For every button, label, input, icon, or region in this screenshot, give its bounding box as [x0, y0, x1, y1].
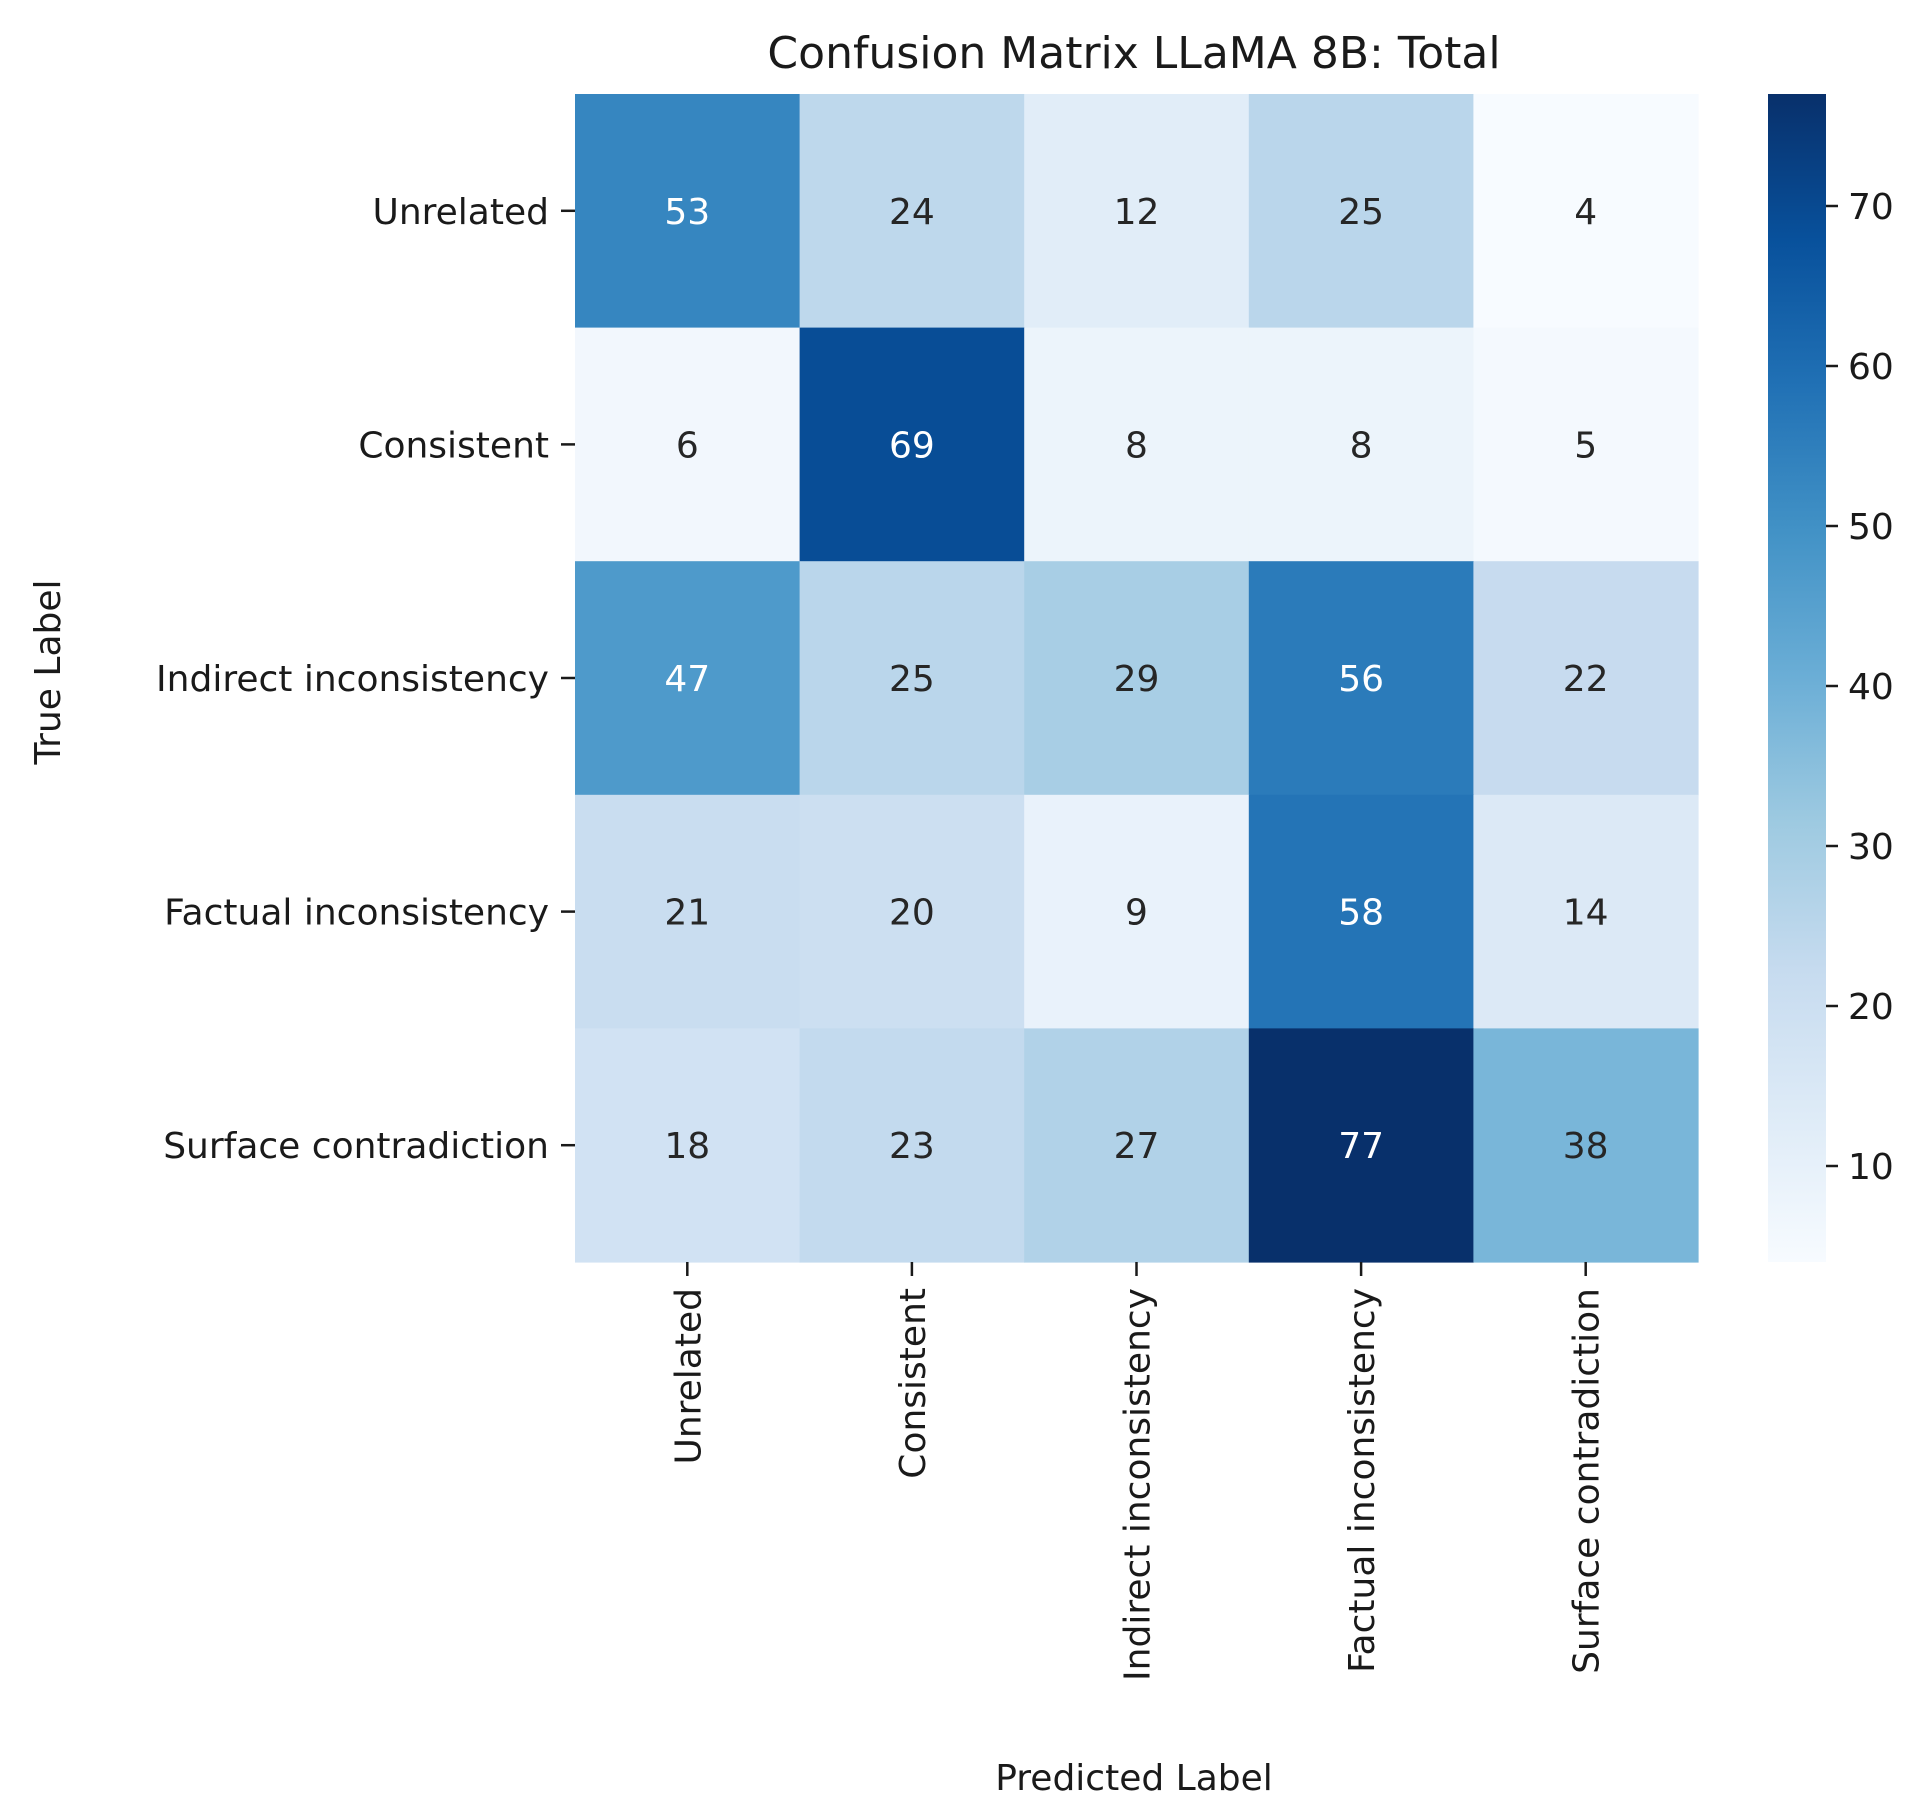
cell-value-label: 4 — [1574, 192, 1597, 233]
heatmap-cell-r4-c4 — [1473, 1028, 1699, 1263]
heatmap-cell-r2-c2 — [1024, 561, 1250, 796]
heatmap-cell-r4-c2 — [1024, 1028, 1250, 1263]
cell-value-label: 8 — [1350, 425, 1373, 466]
heatmap-cell-r0-c4 — [1473, 94, 1699, 329]
cell-value-label: 25 — [1338, 192, 1384, 233]
cell-value-label: 25 — [889, 659, 935, 700]
cell-value-label: 21 — [664, 893, 710, 934]
cell-value-label: 5 — [1574, 425, 1597, 466]
cell-value-label: 53 — [664, 192, 710, 233]
heatmap-cell-r0-c0 — [575, 94, 801, 329]
x-axis-label: Predicted Label — [995, 1758, 1273, 1799]
y-tick-label: Surface contradiction — [163, 1126, 549, 1167]
cell-value-label: 69 — [889, 425, 935, 466]
heatmap-cell-r2-c3 — [1248, 561, 1474, 796]
x-tick-label: Indirect inconsistency — [1118, 1288, 1159, 1681]
cell-value-label: 23 — [889, 1126, 935, 1167]
y-tick-label: Factual inconsistency — [164, 893, 549, 934]
heatmap-cell-r4-c3 — [1248, 1028, 1474, 1263]
heatmap-cell-r2-c0 — [575, 561, 801, 796]
heatmap-cell-r1-c2 — [1024, 327, 1250, 562]
heatmap-cell-r3-c1 — [799, 794, 1025, 1029]
heatmap-cell-r3-c0 — [575, 794, 801, 1029]
x-axis-ticks: Unrelated Consistent Indirect inconsistenc… — [668, 1262, 1608, 1681]
heatmap-cell-r3-c2 — [1024, 794, 1250, 1029]
y-axis-ticks: Unrelated Consistent Indirect inconsistenc… — [156, 192, 575, 1167]
x-tick-label: Factual inconsistency — [1342, 1288, 1383, 1673]
cell-value-label: 8 — [1125, 425, 1148, 466]
heatmap-cell-r1-c1 — [799, 327, 1025, 562]
heatmap-cell-r3-c3 — [1248, 794, 1474, 1029]
x-tick-label: Consistent — [893, 1288, 934, 1479]
heatmap-cells: 53 24 12 25 4 6 69 8 8 5 47 25 29 56 22 21 20 9 58 14 18 23 27… — [575, 94, 1699, 1263]
cell-value-label: 24 — [889, 192, 935, 233]
colorbar-gradient — [1768, 94, 1826, 1262]
cell-value-label: 12 — [1114, 192, 1160, 233]
cell-value-label: 18 — [664, 1126, 710, 1167]
colorbar-tick-label: 70 — [1848, 187, 1894, 228]
colorbar-tick-label: 60 — [1848, 347, 1894, 388]
chart-title: Confusion Matrix LLaMA 8B: Total — [767, 28, 1500, 79]
x-tick-label: Unrelated — [668, 1288, 709, 1465]
y-tick-label: Indirect inconsistency — [156, 659, 549, 700]
heatmap-cell-r4-c0 — [575, 1028, 801, 1263]
cell-value-label: 77 — [1338, 1126, 1384, 1167]
cell-value-label: 20 — [889, 893, 935, 934]
cell-value-label: 47 — [664, 659, 710, 700]
heatmap-cell-r1-c4 — [1473, 327, 1699, 562]
colorbar-tick-label: 20 — [1848, 987, 1894, 1028]
cell-value-label: 14 — [1563, 893, 1609, 934]
heatmap-cell-r3-c4 — [1473, 794, 1699, 1029]
heatmap-cell-r1-c0 — [575, 327, 801, 562]
cell-value-label: 56 — [1338, 659, 1384, 700]
cell-value-label: 27 — [1114, 1126, 1160, 1167]
x-tick-label: Surface contradiction — [1567, 1288, 1608, 1674]
heatmap-cell-r2-c4 — [1473, 561, 1699, 796]
y-tick-label: Unrelated — [372, 192, 549, 233]
y-axis-label: True Label — [28, 579, 69, 765]
y-tick-label: Consistent — [358, 425, 549, 466]
heatmap-cell-r2-c1 — [799, 561, 1025, 796]
cell-value-label: 22 — [1563, 659, 1609, 700]
cell-value-label: 6 — [676, 425, 699, 466]
heatmap-cell-r0-c1 — [799, 94, 1025, 329]
colorbar-tick-label: 40 — [1848, 667, 1894, 708]
cell-value-label: 29 — [1114, 659, 1160, 700]
cell-value-label: 38 — [1563, 1126, 1609, 1167]
colorbar-tick-label: 50 — [1848, 507, 1894, 548]
heatmap-cell-r1-c3 — [1248, 327, 1474, 562]
colorbar-tick-label: 30 — [1848, 827, 1894, 868]
colorbar: 10 20 30 40 50 60 70 — [1768, 94, 1894, 1262]
cell-value-label: 58 — [1338, 893, 1384, 934]
cell-value-label: 9 — [1125, 893, 1148, 934]
heatmap-cell-r0-c3 — [1248, 94, 1474, 329]
colorbar-tick-label: 10 — [1848, 1147, 1894, 1188]
heatmap-cell-r0-c2 — [1024, 94, 1250, 329]
heatmap-cell-r4-c1 — [799, 1028, 1025, 1263]
